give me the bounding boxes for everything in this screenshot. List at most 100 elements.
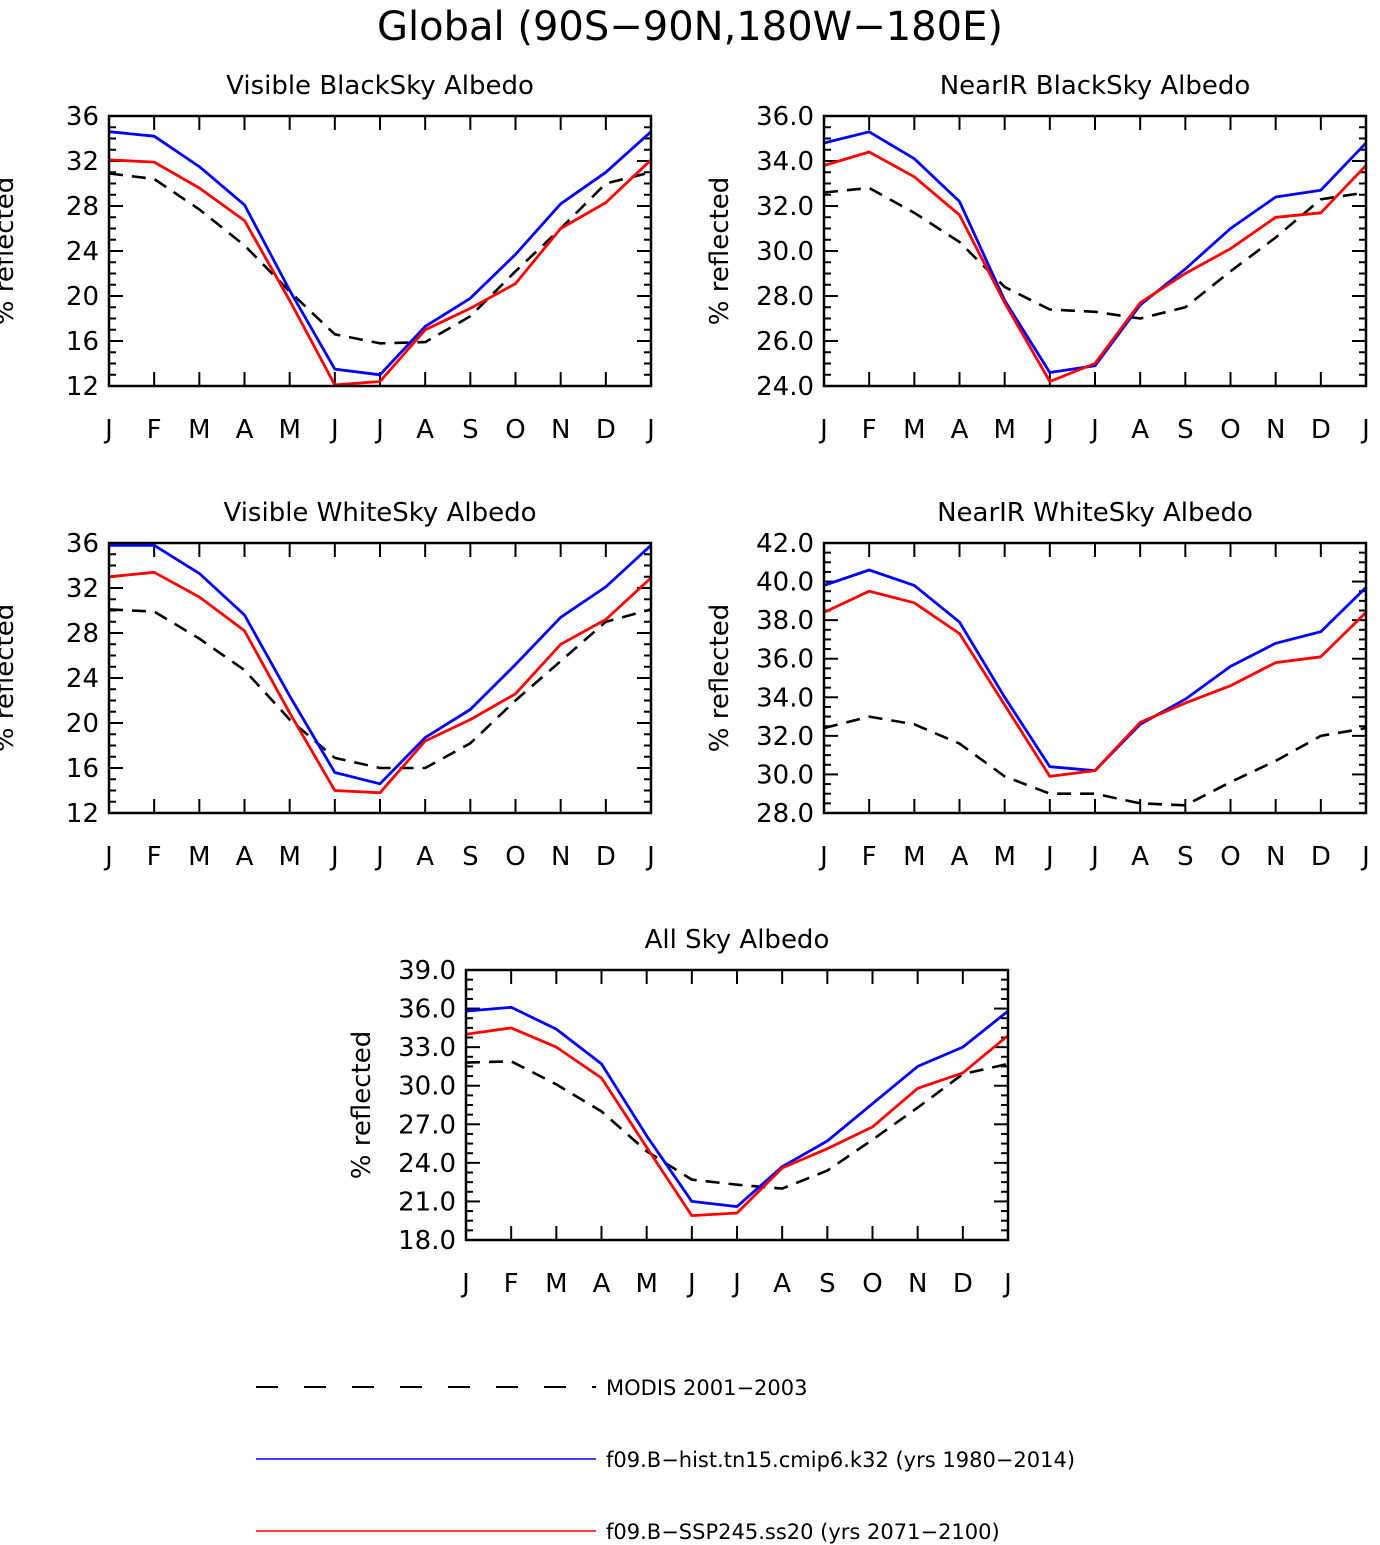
- y-axis-label: % reflected: [705, 604, 735, 752]
- y-tick-label: 24.0: [756, 372, 814, 402]
- x-tick-label: J: [374, 415, 384, 445]
- panel-title: Visible WhiteSky Albedo: [223, 498, 536, 528]
- y-tick-label: 34.0: [756, 683, 814, 713]
- series-line-ssp: [466, 1026, 1008, 1217]
- x-tick-label: D: [596, 415, 616, 445]
- x-tick-label: O: [862, 1269, 882, 1299]
- x-tick-label: N: [551, 842, 570, 872]
- x-tick-label: D: [1311, 842, 1331, 872]
- x-tick-label: M: [635, 1269, 657, 1299]
- x-tick-label: M: [188, 415, 210, 445]
- x-tick-label: D: [596, 842, 616, 872]
- y-tick-label: 42.0: [756, 529, 814, 559]
- x-tick-label: M: [993, 842, 1015, 872]
- y-tick-label: 30.0: [398, 1072, 456, 1102]
- y-tick-label: 36: [66, 529, 99, 559]
- panel-title: All Sky Albedo: [645, 925, 830, 955]
- y-tick-label: 24: [66, 664, 99, 694]
- y-tick-label: 36.0: [398, 995, 456, 1025]
- x-tick-label: S: [1177, 842, 1194, 872]
- x-tick-label: D: [953, 1269, 973, 1299]
- x-tick-label: J: [645, 415, 655, 445]
- x-tick-label: A: [593, 1269, 611, 1299]
- series-line-hist: [109, 130, 651, 377]
- x-tick-label: S: [462, 415, 479, 445]
- panel-title: NearIR BlackSky Albedo: [940, 71, 1251, 101]
- plot-frame: [822, 541, 1368, 815]
- y-tick-label: 36: [66, 102, 99, 132]
- x-tick-label: M: [993, 415, 1015, 445]
- x-tick-label: A: [236, 415, 254, 445]
- x-tick-label: J: [818, 842, 828, 872]
- legend-item: f09.B−hist.tn15.cmip6.k32 (yrs 1980−2014…: [256, 1448, 1075, 1472]
- y-tick-label: 20: [66, 282, 99, 312]
- x-tick-label: J: [731, 1269, 741, 1299]
- y-tick-label: 27.0: [398, 1110, 456, 1140]
- y-tick-label: 12: [66, 799, 99, 829]
- y-axis-label: % reflected: [0, 604, 20, 752]
- y-tick-label: 32: [66, 574, 99, 604]
- series-line-modis: [824, 186, 1366, 320]
- chart-panel-vis-white: Visible WhiteSky Albedo% reflectedJFMAMJ…: [0, 498, 655, 872]
- tick-marks: [823, 115, 1367, 387]
- x-tick-label: O: [505, 842, 525, 872]
- x-tick-label: F: [147, 415, 162, 445]
- y-tick-label: 38.0: [756, 606, 814, 636]
- y-tick-label: 16: [66, 754, 99, 784]
- y-tick-label: 30.0: [756, 760, 814, 790]
- x-tick-label: J: [1360, 415, 1370, 445]
- x-tick-label: N: [908, 1269, 927, 1299]
- legend-item: f09.B−SSP245.ss20 (yrs 2071−2100): [256, 1520, 1000, 1544]
- x-tick-label: J: [329, 415, 339, 445]
- x-tick-label: O: [505, 415, 525, 445]
- y-tick-label: 28: [66, 192, 99, 222]
- x-tick-label: F: [862, 842, 877, 872]
- legend-label: f09.B−hist.tn15.cmip6.k32 (yrs 1980−2014…: [606, 1448, 1075, 1472]
- x-tick-label: F: [147, 842, 162, 872]
- x-tick-label: J: [103, 415, 113, 445]
- figure-title: Global (90S−90N,180W−180E): [377, 4, 1003, 50]
- x-tick-label: J: [818, 415, 828, 445]
- x-tick-label: J: [460, 1269, 470, 1299]
- x-tick-label: M: [903, 842, 925, 872]
- plot-frame: [107, 541, 653, 815]
- x-tick-label: A: [773, 1269, 791, 1299]
- plot-frame: [107, 114, 653, 388]
- x-tick-label: M: [278, 415, 300, 445]
- x-tick-label: J: [374, 842, 384, 872]
- tick-marks: [108, 542, 652, 814]
- tick-marks: [108, 115, 652, 387]
- x-tick-label: D: [1311, 415, 1331, 445]
- y-tick-label: 33.0: [398, 1033, 456, 1063]
- series-line-ssp: [824, 589, 1366, 778]
- y-tick-label: 36.0: [756, 102, 814, 132]
- y-tick-label: 30.0: [756, 237, 814, 267]
- x-tick-label: J: [329, 842, 339, 872]
- x-tick-label: J: [1002, 1269, 1012, 1299]
- legend-label: MODIS 2001−2003: [606, 1376, 808, 1400]
- x-tick-label: M: [903, 415, 925, 445]
- y-tick-label: 39.0: [398, 956, 456, 986]
- x-tick-label: J: [645, 842, 655, 872]
- series-line-modis: [824, 715, 1366, 807]
- x-tick-label: S: [819, 1269, 836, 1299]
- x-tick-label: J: [1089, 415, 1099, 445]
- x-tick-label: A: [416, 842, 434, 872]
- y-tick-label: 16: [66, 327, 99, 357]
- x-tick-label: M: [545, 1269, 567, 1299]
- x-tick-label: A: [951, 415, 969, 445]
- y-axis-label: % reflected: [347, 1031, 377, 1179]
- legend: MODIS 2001−2003 f09.B−hist.tn15.cmip6.k32…: [256, 1376, 1075, 1544]
- x-tick-label: A: [1131, 842, 1149, 872]
- x-tick-label: J: [686, 1269, 696, 1299]
- plot-frame: [822, 114, 1368, 388]
- y-tick-label: 32.0: [756, 722, 814, 752]
- y-tick-label: 26.0: [756, 327, 814, 357]
- y-tick-label: 24.0: [398, 1149, 456, 1179]
- y-tick-label: 28.0: [756, 282, 814, 312]
- chart-panels: Visible BlackSky Albedo% reflectedJFMAMJ…: [0, 71, 1370, 1299]
- x-tick-label: M: [278, 842, 300, 872]
